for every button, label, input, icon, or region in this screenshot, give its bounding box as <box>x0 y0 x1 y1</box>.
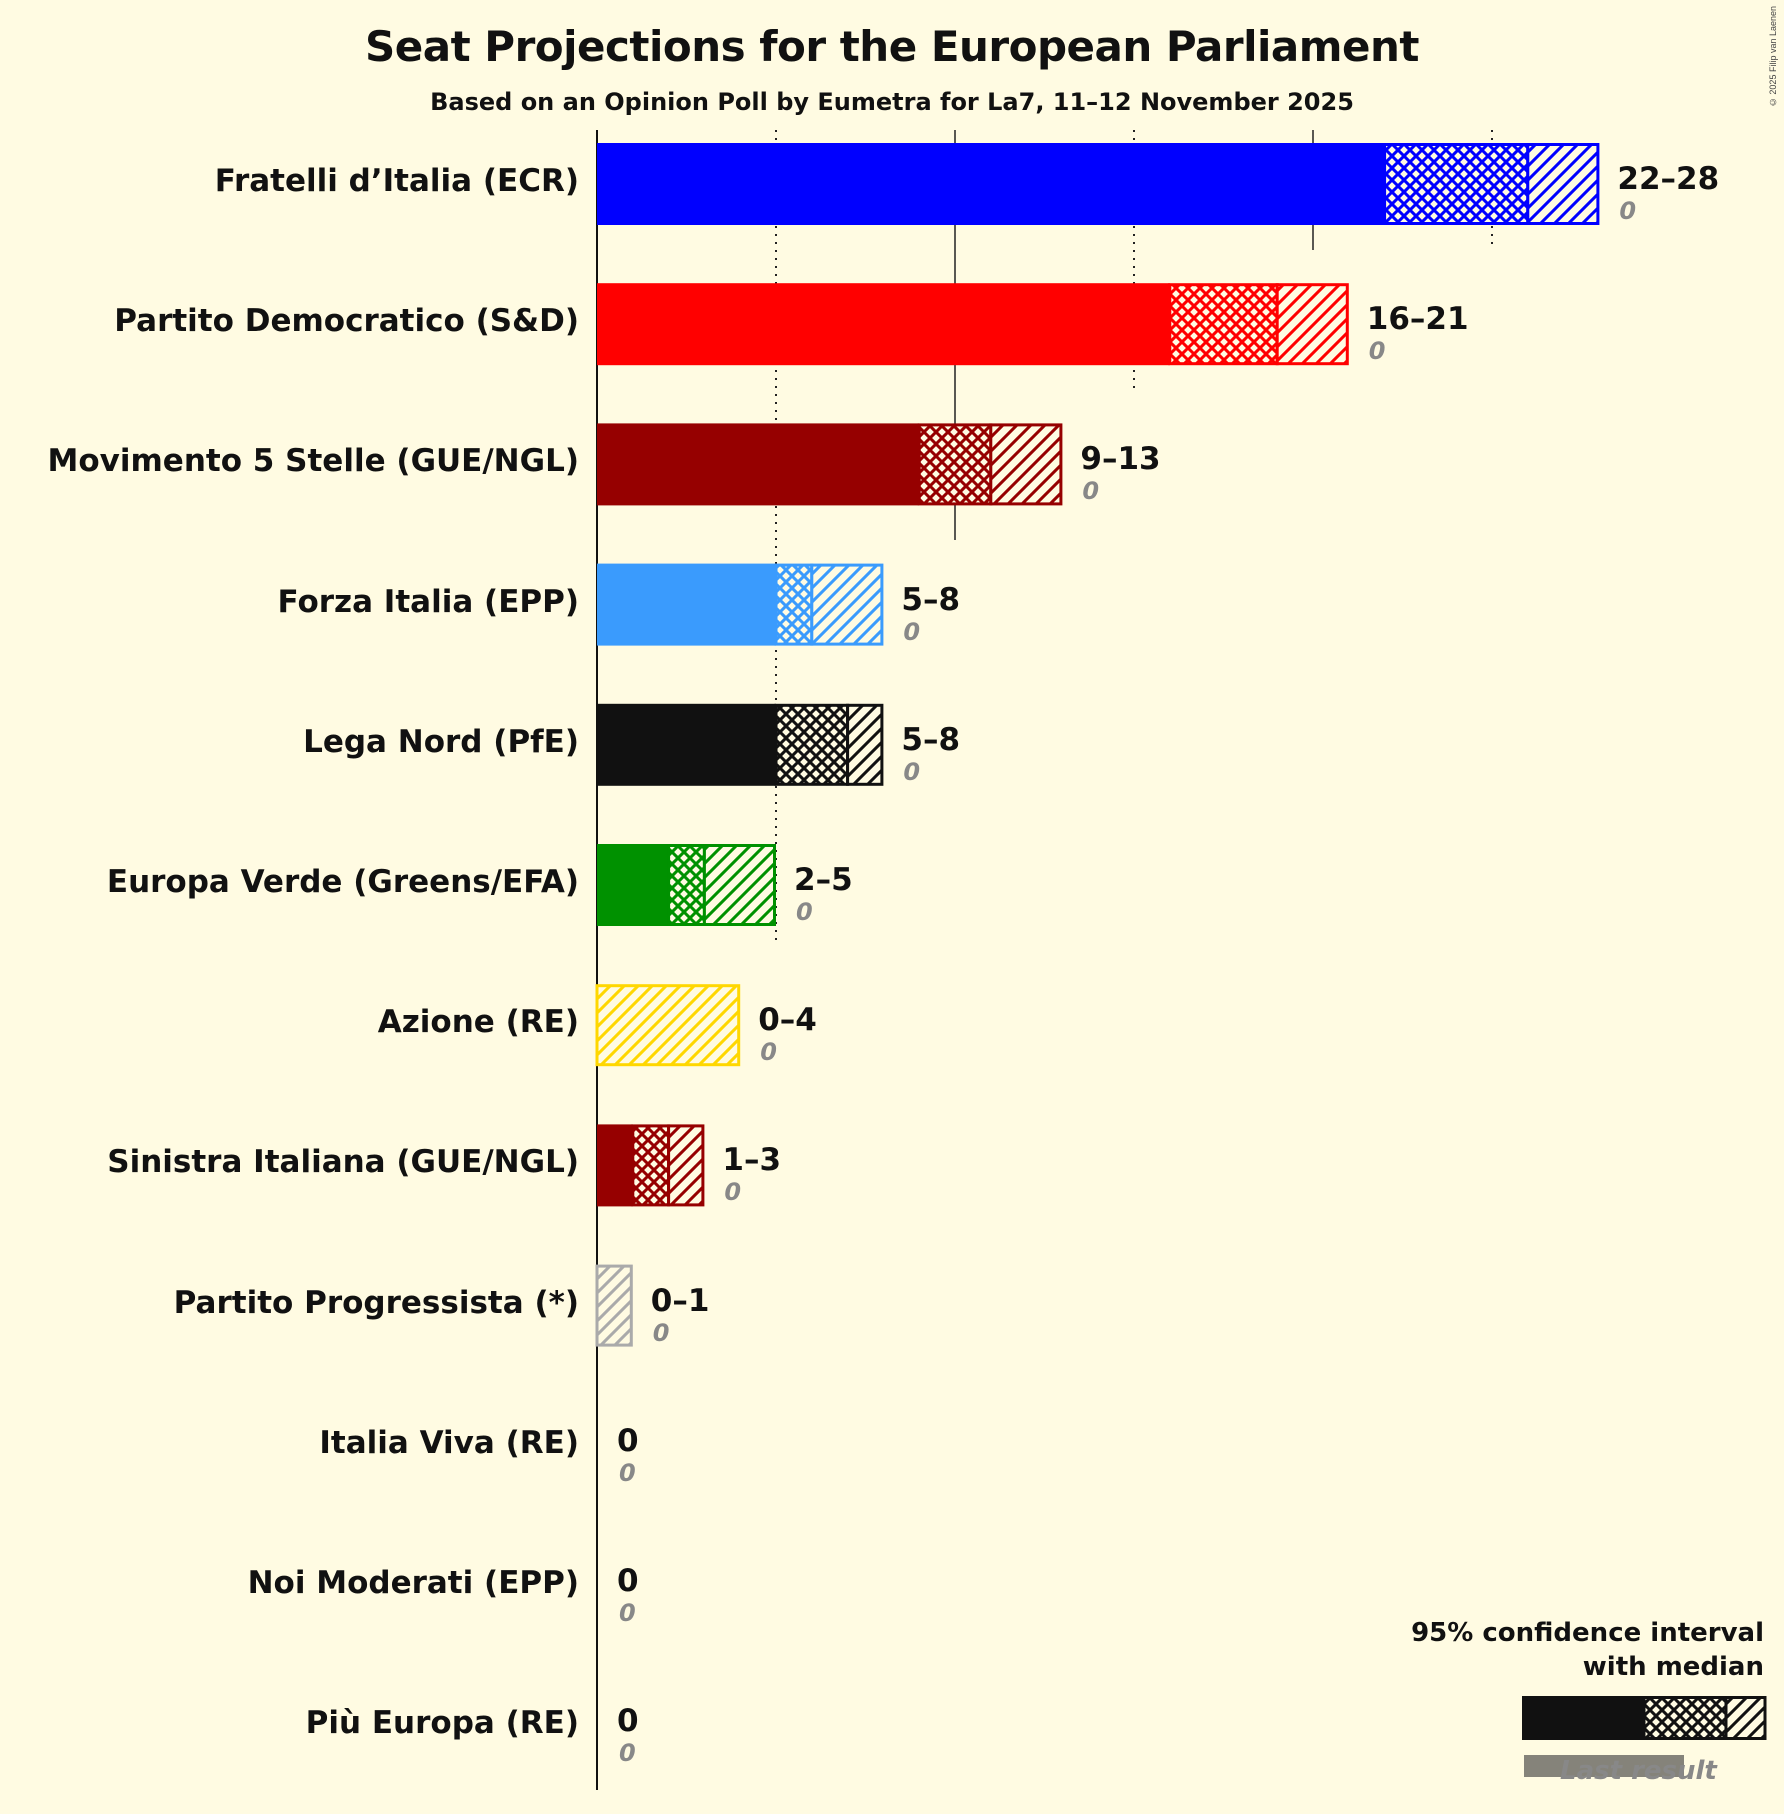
party-label: Partito Progressista (*) <box>173 1284 579 1321</box>
range-label: 0–4 <box>758 1002 817 1039</box>
party-label: Fratelli d’Italia (ECR) <box>214 163 579 199</box>
party-label: Forza Italia (EPP) <box>277 583 579 620</box>
bar-group <box>597 1124 705 1207</box>
last-result-label: 0 <box>1619 197 1637 225</box>
last-result-label: 0 <box>1368 337 1386 366</box>
range-label: 5–8 <box>901 721 961 758</box>
bar-group <box>597 703 884 786</box>
range-label: 9–13 <box>1080 441 1161 478</box>
legend-last-result-label: Last result <box>1560 1756 1717 1786</box>
bar-solid <box>597 703 776 786</box>
range-label: 0 <box>617 1563 639 1599</box>
bar-ci-lower <box>1168 283 1279 366</box>
range-label: 2–5 <box>794 862 853 898</box>
legend-swatch <box>1522 1696 1767 1777</box>
party-label: Europa Verde (Greens/EFA) <box>106 864 579 900</box>
last-result-label: 0 <box>760 1038 777 1067</box>
bar-solid <box>597 143 1385 225</box>
bar-solid <box>597 1124 633 1207</box>
party-label: Noi Moderati (EPP) <box>247 1565 579 1601</box>
legend-last-result-bar <box>1524 1755 1684 1777</box>
bar-ci-lower <box>667 844 706 926</box>
range-label: 16–21 <box>1366 301 1469 338</box>
party-label: Azione (RE) <box>377 1004 579 1041</box>
legend-title-line2: with median <box>1582 1652 1764 1682</box>
bar-ci-upper <box>846 703 884 786</box>
bar-ci-upper <box>595 984 741 1067</box>
bar-group <box>595 1264 633 1347</box>
bar-ci-upper <box>702 844 777 926</box>
party-label: Sinistra Italiana (GUE/NGL) <box>107 1144 579 1181</box>
bar-group <box>597 283 1349 366</box>
chart-title: Seat Projections for the European Parlia… <box>365 22 1419 71</box>
bar-ci-upper <box>1526 143 1600 225</box>
bar-ci-upper <box>1275 283 1349 366</box>
bar-ci-upper <box>989 423 1063 506</box>
party-label: Più Europa (RE) <box>305 1705 579 1742</box>
legend-ci-upper <box>1724 1696 1767 1740</box>
last-result-label: 0 <box>903 757 921 786</box>
party-label: Italia Viva (RE) <box>319 1424 579 1461</box>
last-result-label: 0 <box>796 898 813 926</box>
range-label: 22–28 <box>1617 161 1720 197</box>
bar-ci-lower <box>631 1124 671 1207</box>
last-result-label: 0 <box>724 1178 742 1207</box>
legend-solid <box>1522 1696 1644 1740</box>
bar-ci-lower <box>1383 143 1530 225</box>
bar-group <box>597 844 777 926</box>
bar-group <box>597 143 1600 225</box>
legend-title-line1: 95% confidence interval <box>1411 1618 1764 1648</box>
range-label: 0 <box>617 1422 639 1459</box>
last-result-label: 0 <box>619 1599 636 1627</box>
legend-title: 95% confidence interval with median <box>1411 1616 1764 1684</box>
party-label: Partito Democratico (S&D) <box>114 303 579 340</box>
bar-solid <box>597 423 920 506</box>
bar-ci-lower <box>774 703 850 786</box>
legend-ci-lower <box>1642 1696 1728 1740</box>
range-label: 0–1 <box>650 1282 710 1319</box>
bar-solid <box>597 844 669 926</box>
party-label: Movimento 5 Stelle (GUE/NGL) <box>47 443 579 480</box>
last-result-label: 0 <box>1082 477 1100 506</box>
bar-solid <box>597 283 1170 366</box>
bar-ci-lower <box>917 423 993 506</box>
bar-group <box>597 563 884 646</box>
bar-group <box>597 423 1063 506</box>
bar-group <box>595 984 741 1067</box>
bar-solid <box>597 563 776 646</box>
range-label: 1–3 <box>722 1142 782 1179</box>
bar-ci-upper <box>667 1124 705 1207</box>
range-label: 5–8 <box>901 581 961 618</box>
party-label: Lega Nord (PfE) <box>303 723 579 760</box>
last-result-label: 0 <box>903 617 921 646</box>
last-result-label: 0 <box>619 1458 636 1487</box>
bar-ci-upper <box>810 563 884 646</box>
bar-ci-upper <box>595 1264 633 1347</box>
range-label: 0 <box>617 1703 639 1740</box>
chart-subtitle: Based on an Opinion Poll by Eumetra for … <box>430 88 1354 116</box>
bar-ci-lower <box>774 563 814 646</box>
last-result-label: 0 <box>652 1318 670 1347</box>
last-result-label: 0 <box>619 1739 636 1768</box>
